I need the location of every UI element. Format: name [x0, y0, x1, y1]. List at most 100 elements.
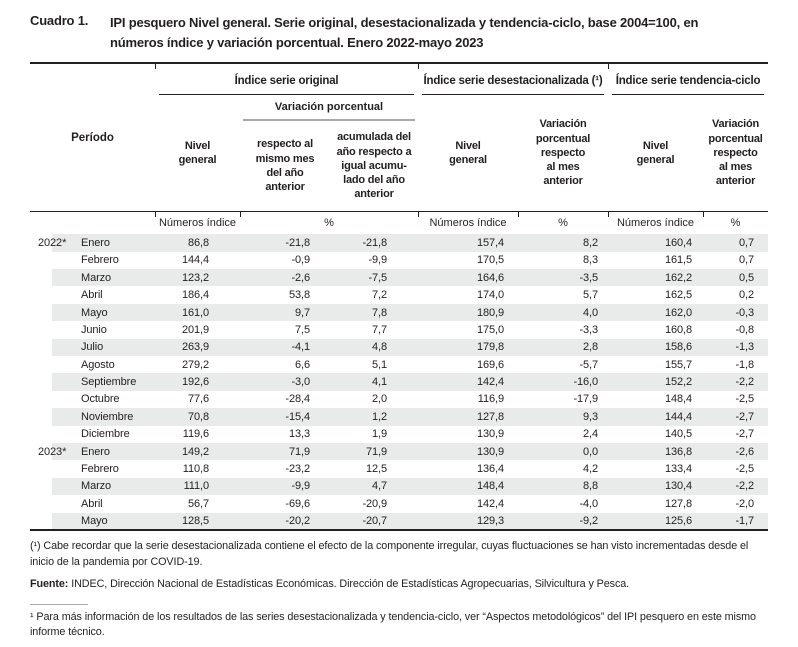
value-cell: 170,5	[476, 254, 505, 267]
value-cell: 161,0	[155, 303, 240, 322]
month-cell: Octubre	[81, 393, 120, 406]
year-cell	[30, 373, 80, 391]
value-cell: 142,4	[418, 373, 519, 391]
month-cell: Febrero	[81, 463, 119, 476]
table-row: Septiembre 192,6 -3,0 4,1 142,4 -16,0 152,2 -2,…	[30, 373, 769, 391]
value-cell: -2,5	[735, 393, 755, 406]
column-header-nivel-general-tendencia: Nivel general	[636, 139, 675, 167]
column-header-nivel-general-original: Nivel general	[178, 139, 217, 167]
table-row: 2023* Enero 149,2 71,9 71,9 130,9 0,0 136,8 -2,6	[30, 442, 769, 461]
year-cell	[30, 338, 80, 357]
value-cell: 136,8	[608, 442, 704, 461]
table-title: IPI pesquero Nivel general. Serie origin…	[110, 15, 699, 51]
table-row: 2022* Enero 86,8 -21,8 -21,8 157,4 8,2 160,4 0,7	[30, 234, 769, 252]
table-row: Julio 263,9 -4,1 4,8 179,8 2,8 158,6 -1,3	[30, 338, 769, 357]
units-numeros-indice: Números índice	[417, 210, 519, 235]
value-cell: 7,7	[372, 323, 388, 336]
value-cell: 149,2	[155, 442, 240, 461]
value-cell: 0,5	[703, 269, 769, 287]
year-cell	[30, 512, 80, 530]
value-cell: -2,6	[240, 269, 330, 287]
group-header-label: Índice serie tendencia-ciclo	[612, 67, 765, 96]
table-row: Mayo 161,0 9,7 7,8 180,9 4,0 162,0 -0,3	[30, 303, 769, 322]
group-header-label: Índice serie original	[159, 67, 415, 96]
table-row: Agosto 279,2 6,6 5,1 169,6 -5,7 155,7 -1,8	[30, 356, 768, 373]
value-cell: 4,2	[583, 463, 599, 476]
value-cell: 1,9	[372, 428, 388, 441]
table-row: Octubre 77,6 -28,4 2,0 116,9 -17,9 148,4 -2,5	[30, 391, 768, 408]
value-cell: 8,3	[583, 254, 599, 267]
group-header-serie-tendencia-ciclo: Índice serie tendencia-ciclo	[608, 63, 768, 96]
value-cell: -2,5	[735, 463, 755, 476]
value-cell: -2,0	[735, 497, 755, 510]
value-cell: -0,9	[291, 254, 310, 267]
group-header-label: Índice serie desestacionalizada (¹)	[422, 67, 605, 96]
ipi-pesquero-table: Período Índice serie original Índice ser…	[30, 62, 769, 531]
month-cell: Febrero	[81, 254, 119, 267]
value-cell: 12,5	[366, 463, 388, 476]
subgroup-header-variacion-porcentual: Variación porcentual	[240, 95, 418, 122]
value-cell: 4,0	[518, 303, 609, 322]
subgroup-header-label: Variación porcentual	[243, 101, 416, 122]
value-cell: -1,3	[703, 338, 769, 357]
column-header-variacion-mismo-mes: respecto al mismo mes del año anterior	[255, 138, 315, 194]
year-cell	[30, 252, 80, 269]
table-title-block: Cuadro 1. IPI pesquero Nivel general. Se…	[0, 0, 798, 53]
value-cell: 148,4	[664, 393, 693, 406]
value-cell: -20,7	[330, 512, 419, 530]
value-cell: 2,4	[583, 428, 599, 441]
month-cell: Junio	[81, 323, 107, 336]
year-cell	[30, 408, 80, 426]
value-cell: -21,8	[240, 234, 330, 252]
units-numeros-indice: Números índice	[154, 210, 240, 235]
value-cell: 164,6	[418, 269, 519, 287]
value-cell: 186,4	[181, 289, 209, 302]
value-cell: 86,8	[155, 234, 240, 252]
value-cell: 4,8	[330, 338, 419, 357]
value-cell: -9,2	[518, 512, 609, 530]
year-cell	[30, 495, 80, 512]
value-cell: 127,8	[664, 497, 693, 510]
value-cell: 201,9	[181, 323, 209, 336]
value-cell: -2,7	[703, 408, 769, 426]
value-cell: 160,8	[664, 323, 693, 336]
value-cell: 158,6	[608, 338, 704, 357]
value-cell: 174,0	[476, 289, 505, 302]
value-cell: 130,4	[608, 477, 704, 496]
table-row: Abril 186,4 53,8 7,2 174,0 5,7 162,5 0,2	[30, 286, 768, 303]
value-cell: -3,0	[240, 373, 330, 391]
value-cell: 7,5	[295, 323, 310, 336]
table-row: Marzo 123,2 -2,6 -7,5 164,6 -3,5 162,2 0,5	[30, 269, 769, 287]
table-row: Diciembre 119,6 13,3 1,9 130,9 2,4 140,5 -2,7	[30, 426, 768, 443]
month-cell: Marzo	[80, 269, 155, 287]
value-cell: -2,6	[703, 442, 769, 461]
value-cell: 53,8	[288, 289, 310, 302]
value-cell: 5,1	[372, 358, 388, 371]
table-row: Mayo 128,5 -20,2 -20,7 129,3 -9,2 125,6 -1,7	[30, 512, 769, 530]
column-header-variacion-mes-anterior-tendencia: Variación porcentual respecto al mes ant…	[708, 118, 763, 188]
table-row: Febrero 144,4 -0,9 -9,9 170,5 8,3 161,5 0,7	[30, 252, 768, 269]
value-cell: 169,6	[476, 358, 505, 371]
footnote-methodology: ¹ Para más información de los resultados…	[30, 610, 756, 639]
month-cell: Agosto	[81, 358, 115, 371]
month-cell: Mayo	[80, 512, 155, 530]
value-cell: 0,7	[739, 254, 755, 267]
value-cell: 162,2	[608, 269, 704, 287]
month-cell: Marzo	[80, 477, 155, 496]
year-cell	[30, 269, 80, 287]
month-cell: Noviembre	[80, 408, 155, 426]
value-cell: 119,6	[182, 428, 209, 441]
value-cell: 4,1	[330, 373, 419, 391]
value-cell: -2,2	[703, 477, 769, 496]
value-cell: 179,8	[418, 338, 519, 357]
value-cell: -9,9	[368, 254, 388, 267]
value-cell: 129,3	[418, 512, 519, 530]
value-cell: 127,8	[418, 408, 519, 426]
value-cell: -20,9	[362, 497, 388, 510]
value-cell: 144,4	[608, 408, 704, 426]
value-cell: 128,5	[155, 512, 240, 530]
year-cell	[30, 460, 80, 477]
units-percent: %	[702, 210, 769, 235]
value-cell: 2,8	[518, 338, 609, 357]
value-cell: 175,0	[476, 323, 505, 336]
